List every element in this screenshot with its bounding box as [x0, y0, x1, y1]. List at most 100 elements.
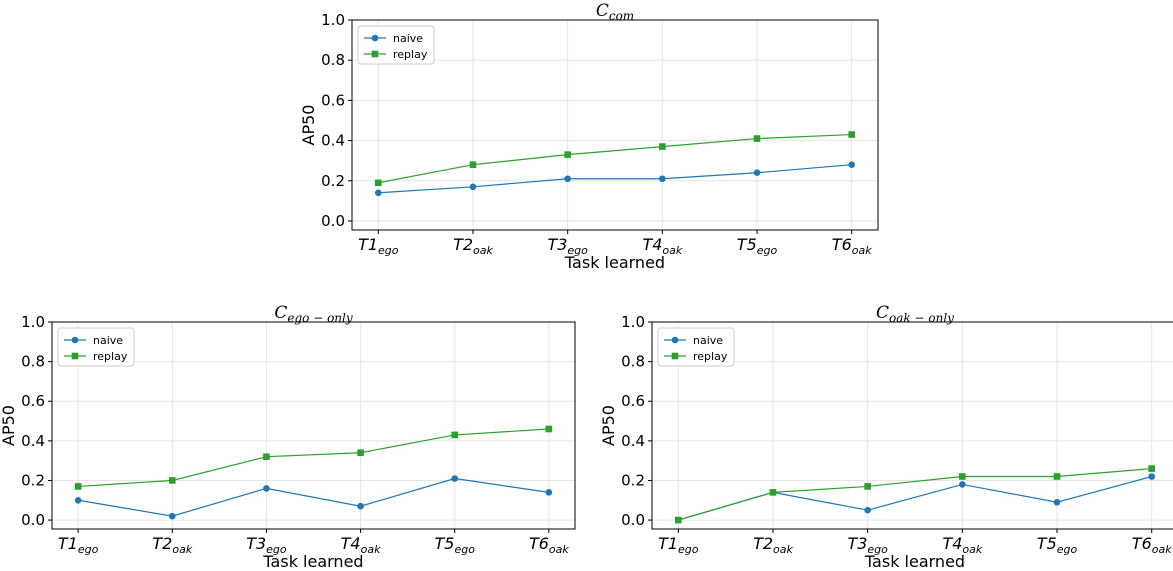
x-tick-label: T5ego — [737, 235, 778, 257]
data-point-naive — [74, 496, 82, 504]
y-tick-label: 0.4 — [321, 132, 345, 150]
legend-label-naive: naive — [93, 334, 123, 347]
x-tick-label: T2oak — [453, 235, 493, 257]
series-line-replay — [678, 467, 1152, 521]
data-point-naive — [469, 183, 477, 191]
chart-2: 0.0 0.2 0.4 0.6 0.8 1.0 T1ego T2oak T3ego T4oak T5… — [0, 303, 576, 571]
data-point-naive — [263, 485, 270, 492]
legend-marker-naive — [671, 336, 679, 344]
x-tick-label: T1ego — [58, 534, 99, 556]
y-tick-label: 0.6 — [21, 392, 45, 410]
y-axis-label: AP50 — [0, 405, 18, 446]
data-point-naive — [848, 161, 855, 168]
y-tick-label: 0.2 — [621, 471, 645, 489]
data-point-naive — [545, 489, 553, 496]
data-point-naive — [451, 475, 459, 482]
data-point-replay — [469, 161, 477, 168]
data-point-replay — [959, 473, 966, 480]
series-line-naive — [378, 164, 852, 194]
series-line-replay — [378, 133, 852, 184]
data-point-replay — [564, 151, 571, 158]
x-tick-label: T3ego — [547, 235, 588, 257]
x-tick-label: T6oak — [529, 534, 569, 556]
series-line-replay — [78, 428, 549, 488]
legend-label-naive: naive — [693, 334, 723, 347]
y-tick-label: 0.2 — [21, 471, 45, 489]
chart-title: Cego − only — [274, 303, 352, 325]
series-line-naive — [678, 475, 1152, 521]
plot-frame — [351, 19, 879, 231]
legend-marker-replay — [371, 50, 379, 58]
y-tick-label: 0.8 — [21, 353, 45, 371]
y-axis-label: AP50 — [599, 405, 618, 446]
data-point-replay — [263, 453, 270, 460]
y-tick-label: 0.6 — [321, 91, 345, 109]
data-point-replay — [1148, 465, 1155, 472]
x-tick-label: T1ego — [358, 235, 399, 257]
data-point-naive — [375, 189, 382, 197]
series-line-naive — [78, 477, 549, 517]
x-axis-label: Task learned — [864, 552, 965, 571]
y-tick-label: 0.4 — [21, 432, 45, 450]
data-point-replay — [848, 131, 855, 138]
data-point-naive — [357, 502, 364, 510]
y-tick-label: 0.0 — [21, 511, 45, 529]
x-tick-label: T2oak — [152, 534, 192, 556]
data-point-replay — [753, 135, 761, 142]
data-point-naive — [564, 175, 571, 183]
data-point-naive — [864, 506, 871, 514]
x-axis-label: Task learned — [564, 253, 665, 272]
legend-label-naive: naive — [393, 32, 423, 45]
chart-3: 0.0 0.2 0.4 0.6 0.8 1.0 T1ego T2oak T3ego T4oak T5… — [599, 303, 1173, 571]
data-point-naive — [753, 169, 761, 177]
x-tick-label: T1ego — [658, 534, 699, 556]
data-point-replay — [659, 143, 666, 150]
chart-title: Coak − only — [876, 303, 954, 325]
data-point-replay — [675, 516, 682, 524]
x-tick-label: T6oak — [1132, 534, 1172, 556]
legend-label-replay: replay — [393, 48, 428, 61]
x-tick-label: T2oak — [753, 534, 793, 556]
data-point-naive — [1148, 473, 1155, 480]
legend-marker-naive — [371, 34, 379, 42]
chart-title: Ccom — [596, 1, 634, 23]
data-point-naive — [659, 175, 666, 183]
x-tick-label: T5ego — [434, 534, 475, 556]
data-point-replay — [769, 489, 777, 496]
data-point-naive — [168, 512, 176, 520]
data-point-replay — [357, 449, 364, 457]
y-tick-label: 0.4 — [621, 432, 645, 450]
x-tick-label: T3ego — [847, 534, 888, 556]
x-tick-label: T6oak — [832, 235, 872, 257]
y-tick-label: 0.6 — [621, 392, 645, 410]
data-point-replay — [74, 483, 82, 490]
y-tick-label: 1.0 — [21, 313, 45, 331]
legend-label-replay: replay — [693, 350, 728, 363]
plot-frame — [651, 321, 1173, 530]
data-point-replay — [375, 179, 382, 187]
data-point-replay — [168, 477, 176, 484]
y-tick-label: 0.2 — [321, 172, 345, 190]
legend-marker-replay — [671, 352, 679, 360]
data-point-replay — [1053, 473, 1061, 480]
x-tick-label: T4oak — [642, 235, 682, 257]
x-tick-label: T5ego — [1037, 534, 1078, 556]
x-tick-label: T4oak — [341, 534, 381, 556]
plot-frame — [51, 321, 576, 530]
y-tick-label: 0.8 — [321, 51, 345, 69]
y-tick-label: 0.8 — [621, 353, 645, 371]
data-point-replay — [451, 431, 459, 439]
y-axis-label: AP50 — [299, 105, 318, 146]
data-point-replay — [545, 425, 553, 433]
x-axis-label: Task learned — [262, 552, 363, 571]
x-tick-label: T4oak — [942, 534, 982, 556]
data-point-replay — [864, 483, 871, 490]
y-tick-label: 1.0 — [621, 313, 645, 331]
legend-marker-naive — [71, 336, 79, 344]
data-point-naive — [959, 481, 966, 488]
y-tick-label: 0.0 — [321, 212, 345, 230]
x-tick-label: T3ego — [246, 534, 287, 556]
y-tick-label: 0.0 — [621, 511, 645, 529]
y-tick-label: 1.0 — [321, 11, 345, 29]
